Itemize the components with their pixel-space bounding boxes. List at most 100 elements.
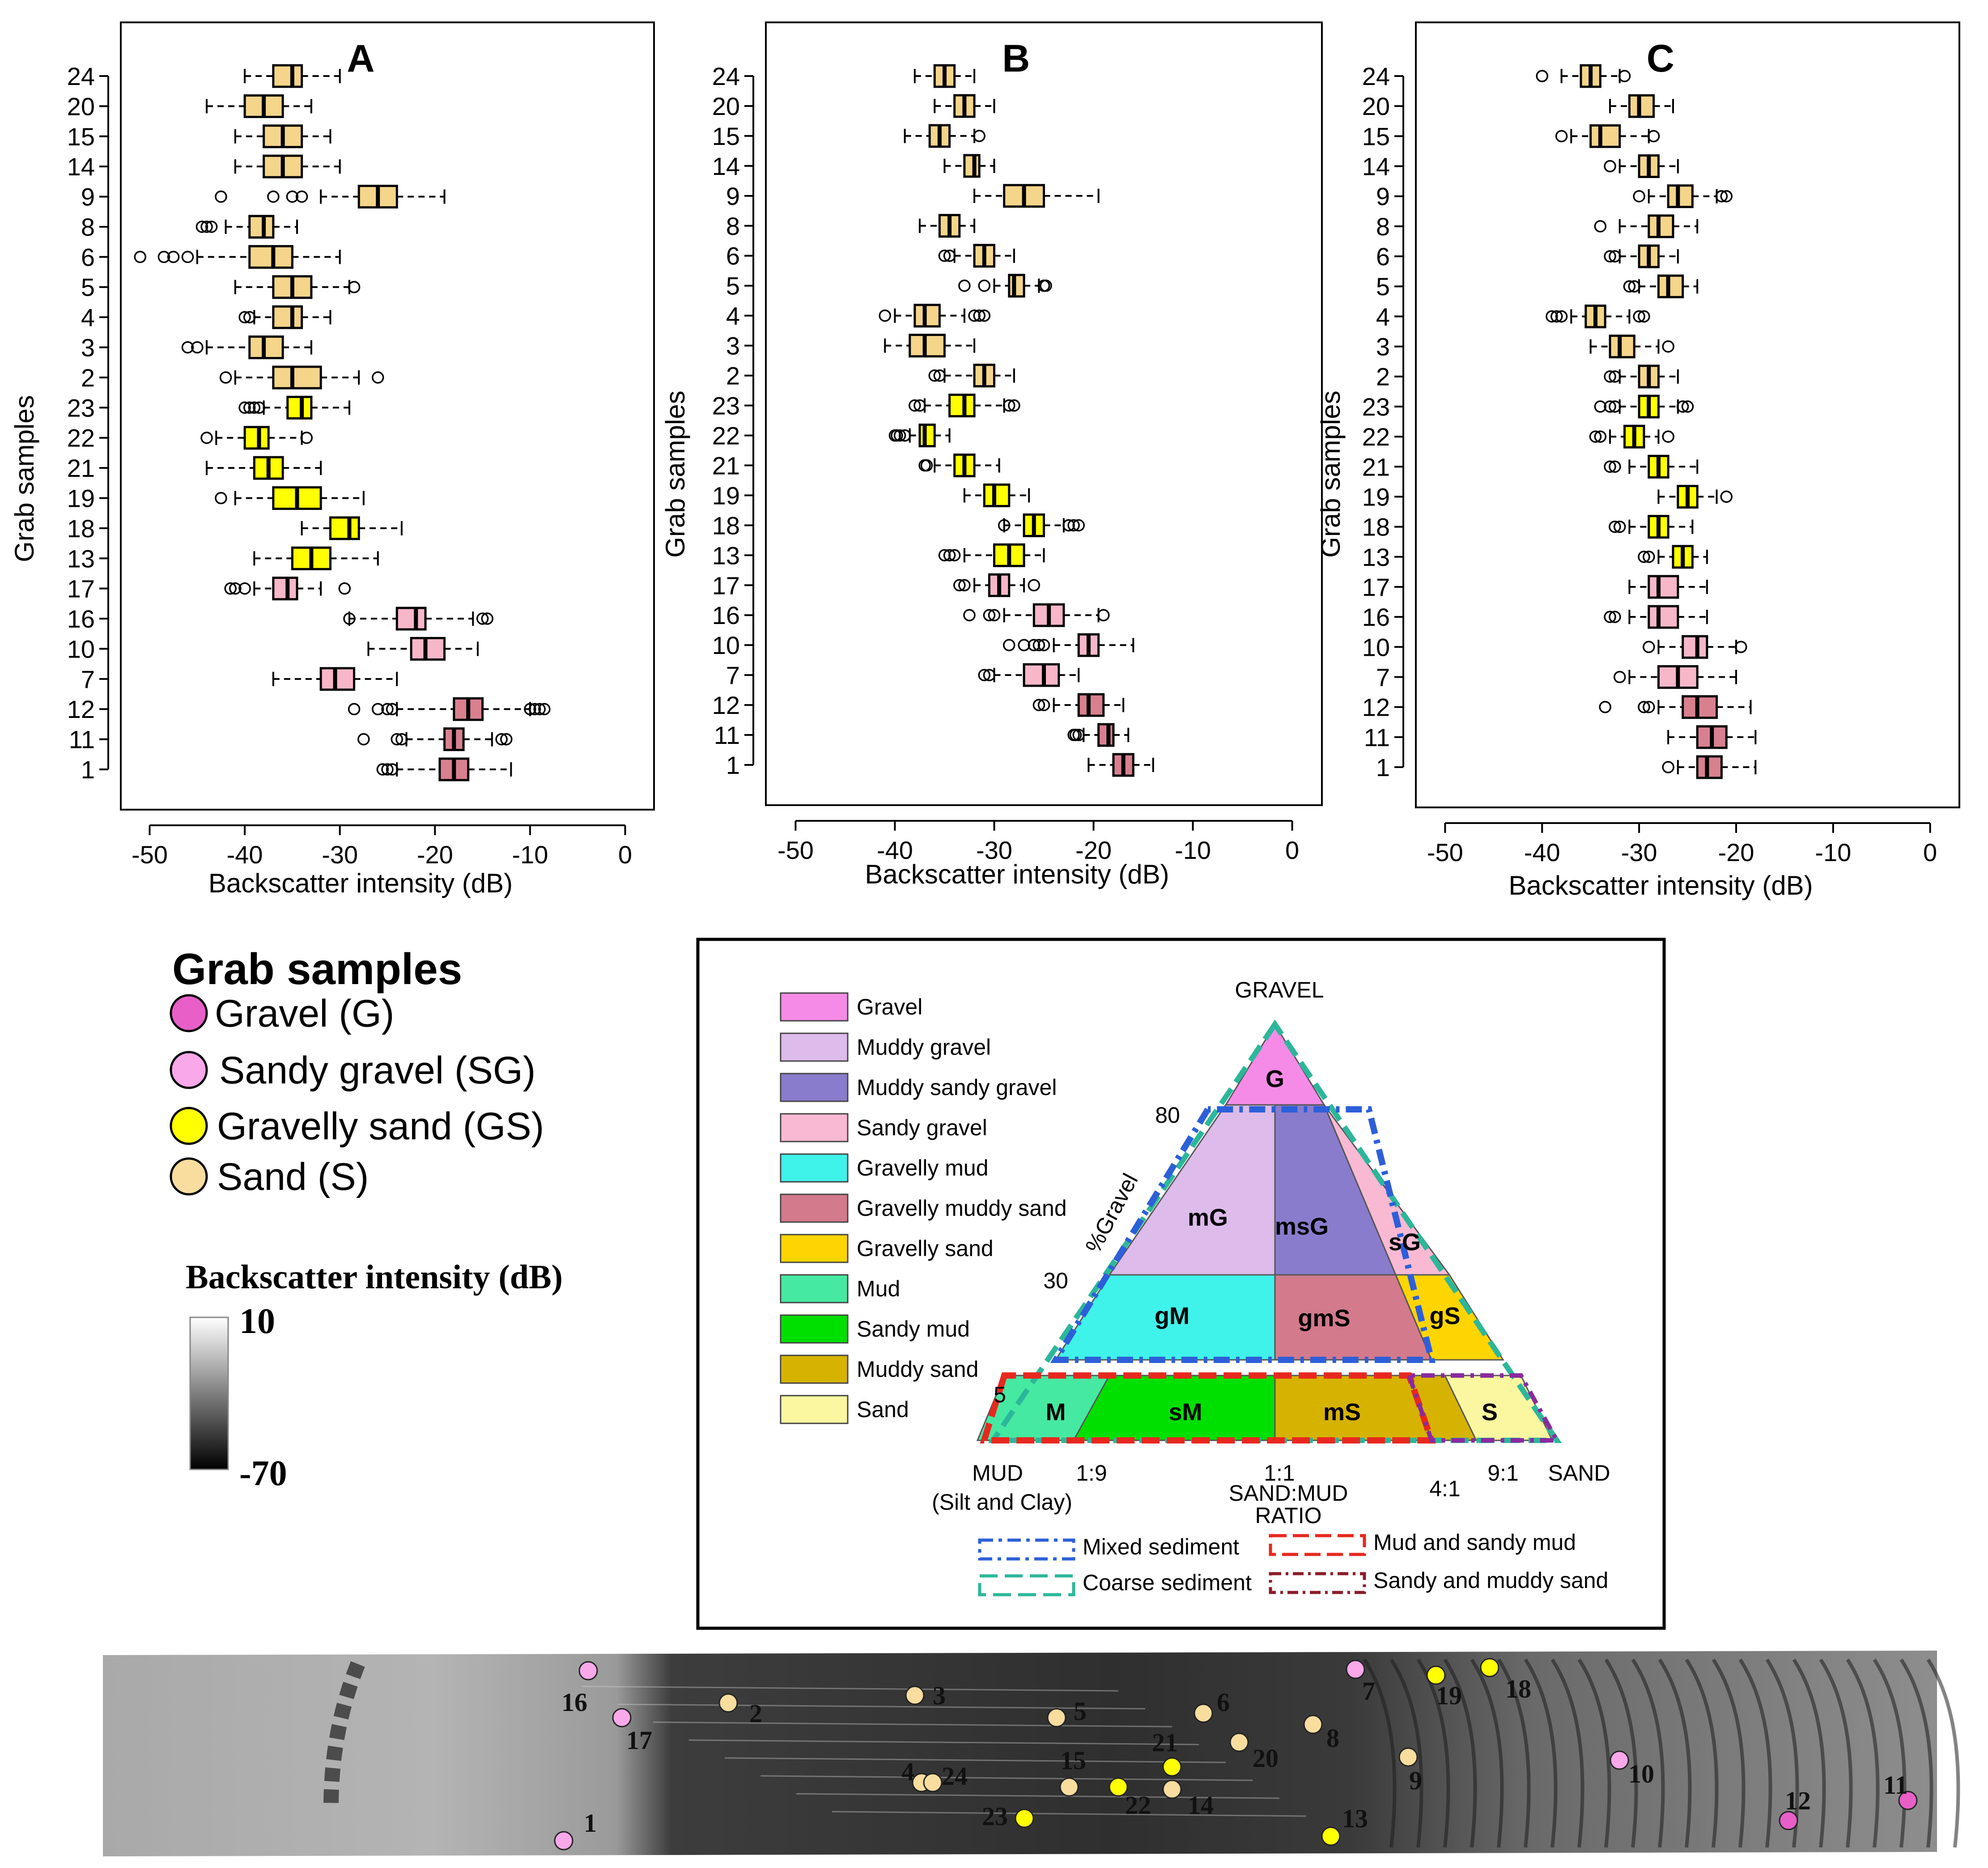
y-tick-label: 21	[1362, 453, 1390, 481]
outlier-point	[1609, 370, 1621, 383]
iqr-box	[1648, 605, 1679, 629]
y-tick-label: 20	[67, 92, 95, 120]
map-point-22	[1109, 1777, 1128, 1797]
outlier-point	[958, 579, 971, 592]
map-point-label-7: 7	[1362, 1677, 1375, 1706]
y-tick-label: 1	[1376, 753, 1390, 781]
outlier-point	[376, 763, 389, 776]
iqr-box	[1682, 635, 1708, 659]
box-sample-15	[1555, 124, 1660, 148]
x-tick-label: 0	[1285, 836, 1299, 864]
box-sample-10	[1003, 633, 1134, 657]
y-tick-label: 7	[1376, 663, 1390, 691]
y-tick-label: 3	[726, 332, 740, 360]
y-tick-label: 2	[1376, 363, 1390, 391]
map-point-label-5: 5	[1074, 1697, 1087, 1726]
box-sample-17	[224, 577, 351, 601]
y-tick-label: 11	[1364, 723, 1390, 751]
box-sample-17	[953, 573, 1041, 597]
outlier-point	[938, 249, 951, 262]
y-tick-label: 21	[712, 451, 740, 480]
outlier-point	[371, 371, 384, 384]
outlier-point	[200, 431, 213, 444]
outlier-point	[1662, 430, 1674, 443]
ratio-tick-1-1: 1:1	[1264, 1460, 1295, 1486]
y-tick-label: 13	[67, 544, 95, 573]
outlier-point	[928, 369, 941, 382]
outlier-point	[1536, 70, 1548, 82]
ternary-legend-label: Gravelly mud	[857, 1155, 989, 1180]
outlier-point	[1618, 70, 1631, 82]
outlier-point	[1604, 400, 1616, 413]
outlier-point	[229, 582, 242, 595]
map-point-12	[1779, 1811, 1798, 1830]
ternary-legend-label: Gravel	[857, 994, 922, 1019]
outlier-point	[1594, 220, 1607, 233]
track-line	[724, 1757, 1226, 1763]
outlier-point	[983, 609, 996, 621]
y-tick-label: 8	[726, 212, 740, 240]
dune-ridge	[1363, 1658, 1397, 1848]
box-sample-8	[195, 215, 298, 239]
ternary-legend-label: Sand	[857, 1397, 909, 1422]
outlier-point	[538, 703, 551, 715]
y-tick-label: 16	[1362, 603, 1390, 631]
map-point-label-15: 15	[1060, 1746, 1086, 1775]
gravel-tick-80: 80	[1155, 1103, 1180, 1128]
y-tick-label: 19	[1362, 483, 1390, 511]
box-sample-1	[1087, 753, 1154, 777]
outlier-point	[1662, 340, 1674, 353]
outlier-point	[533, 703, 546, 715]
y-tick-label: 24	[67, 62, 95, 90]
outlier-point	[1676, 400, 1689, 413]
y-tick-label: 23	[67, 394, 95, 422]
outlier-point	[1003, 639, 1015, 651]
outlier-point	[879, 309, 891, 322]
iqr-box	[1077, 693, 1105, 717]
track-line	[832, 1811, 1307, 1817]
outlier-point	[1604, 250, 1616, 263]
iqr-box	[1609, 335, 1635, 359]
box-sample-15	[904, 124, 986, 148]
box-sample-8	[1594, 214, 1699, 238]
plot-frame	[120, 21, 655, 811]
outlier-point	[286, 190, 299, 203]
x-axis-title: Backscatter intensity (dB)	[208, 868, 513, 898]
outlier-point	[243, 401, 256, 414]
ternary-legend-swatch	[780, 1234, 849, 1263]
outlier-point	[1062, 519, 1075, 532]
outlier-point	[1628, 280, 1640, 293]
box-sample-13	[253, 546, 379, 570]
box-sample-5	[958, 274, 1052, 298]
region-gravelly-sand	[1394, 1274, 1504, 1361]
dune-ridge	[1631, 1658, 1665, 1848]
box-sample-2	[928, 364, 1015, 388]
x-tick-label: -10	[1815, 838, 1851, 866]
iqr-box	[1589, 124, 1621, 148]
outlier-point	[1643, 641, 1655, 654]
y-tick-label: 7	[726, 661, 740, 689]
outlier-point	[1546, 310, 1558, 323]
ratio-tick-1-9: 1:9	[1076, 1460, 1107, 1486]
iqr-box	[1657, 274, 1684, 298]
gravel-tick-30: 30	[1043, 1268, 1068, 1293]
box-sample-9	[215, 185, 446, 209]
box-sample-11	[357, 727, 513, 751]
iqr-box	[983, 483, 1011, 507]
iqr-box	[1008, 274, 1025, 298]
y-tick-label: 2	[726, 362, 740, 390]
folk-ternary-diagram: Gravel Muddy gravel Muddy sandy gravel Sand…	[696, 938, 1666, 1630]
outlier-point	[978, 279, 991, 292]
y-tick-label: 6	[1376, 242, 1390, 271]
outlier-point	[343, 612, 356, 625]
iqr-box	[410, 637, 446, 661]
outlier-point	[998, 519, 1011, 532]
ternary-legend-swatch	[780, 1314, 849, 1344]
box-sample-17	[1628, 575, 1708, 599]
y-tick-label: 10	[67, 635, 95, 663]
outlier-point	[295, 190, 308, 203]
box-sample-22	[1589, 425, 1674, 449]
iqr-box	[1648, 214, 1674, 238]
gravel-tick-5: 5	[994, 1382, 1006, 1407]
